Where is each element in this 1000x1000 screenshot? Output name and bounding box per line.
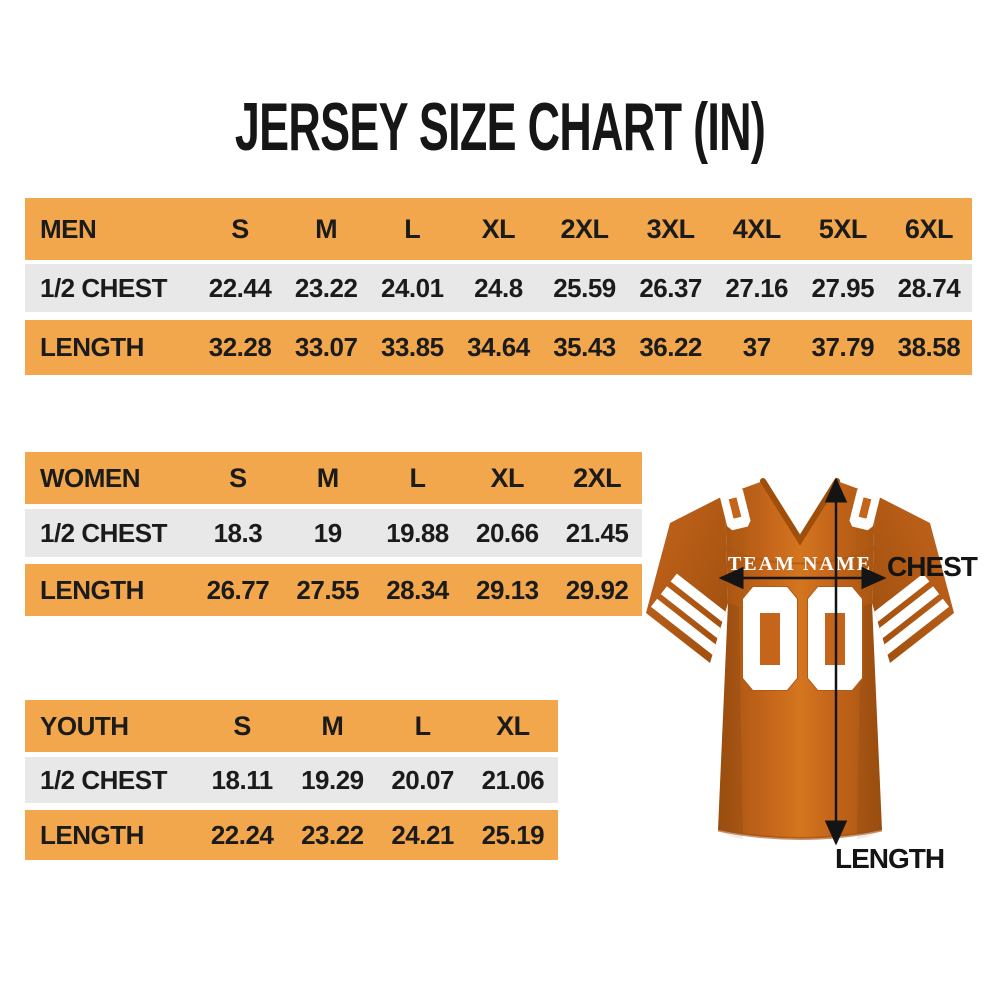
- table-cell: XL: [481, 213, 516, 244]
- table-cell: 38.58: [897, 332, 961, 362]
- table-cell: XL: [490, 462, 525, 493]
- table-cell: 20.07: [391, 764, 454, 795]
- men-size-table: MEN S M L XL 2XL 3XL 4XL 5XL 6XL 1/2 CHEST 22.44 23.…: [25, 198, 972, 375]
- table-cell: 2XL: [560, 213, 609, 244]
- jersey-left-sleeve: [646, 495, 728, 663]
- table-header-row: YOUTH S M L XL: [25, 700, 558, 752]
- table-cell: 20.66: [476, 517, 539, 548]
- table-data-row: LENGTH 32.28 33.07 33.85 34.64 35.43 36.22 37 37…: [25, 320, 972, 375]
- table-cell: 26.37: [639, 272, 702, 303]
- table-cell: 24.8: [474, 272, 523, 303]
- right-shoulder-number: [849, 485, 881, 531]
- table-cell: 24.21: [391, 819, 454, 850]
- table-header-row: WOMEN S M L XL 2XL: [25, 452, 642, 504]
- row-label: 1/2 CHEST: [40, 764, 168, 795]
- table-cell: 18.11: [211, 764, 274, 795]
- chest-label: CHEST: [887, 551, 978, 582]
- table-cell: 4XL: [732, 213, 782, 244]
- left-sleeve-stripes: [650, 573, 728, 657]
- table-cell: 27.95: [811, 272, 875, 303]
- table-cell: S: [231, 213, 249, 244]
- collar-band: [760, 478, 840, 546]
- jersey-right-sleeve: [872, 495, 954, 663]
- table-cell: 3XL: [646, 213, 696, 244]
- table-cell: XL: [496, 710, 530, 741]
- table-cell: M: [316, 462, 339, 493]
- right-sleeve-stripes: [872, 573, 950, 657]
- hem-seam: [717, 828, 883, 840]
- table-cell: 37.79: [811, 332, 875, 362]
- page-title: JERSEY SIZE CHART (IN): [234, 89, 766, 165]
- jersey-illustration: TEAM NAME CHEST LENGTH: [646, 473, 979, 874]
- table-cell: 19.88: [386, 517, 449, 548]
- table-cell: 19.29: [301, 764, 364, 795]
- row-label: YOUTH: [40, 710, 129, 741]
- table-cell: 6XL: [904, 213, 954, 244]
- row-label: LENGTH: [40, 332, 144, 362]
- table-cell: 27.55: [296, 574, 359, 605]
- table-cell: 34.64: [467, 332, 530, 362]
- row-label: WOMEN: [40, 462, 141, 493]
- youth-size-table: YOUTH S M L XL 1/2 CHEST 18.11 19.29 20.07 21.06 L…: [25, 700, 558, 860]
- table-cell: 33.07: [294, 332, 358, 362]
- table-data-row: 1/2 CHEST 18.3 19 19.88 20.66 21.45: [25, 509, 642, 557]
- table-cell: 29.13: [476, 574, 539, 605]
- table-cell: 27.16: [725, 272, 788, 303]
- row-label: 1/2 CHEST: [40, 517, 168, 548]
- table-cell: 21.45: [565, 517, 629, 548]
- table-cell: 22.44: [208, 272, 272, 303]
- table-cell: 25.59: [553, 272, 616, 303]
- table-header-row: MEN S M L XL 2XL 3XL 4XL 5XL 6XL: [25, 198, 972, 260]
- row-label: LENGTH: [40, 574, 144, 605]
- table-cell: 24.01: [380, 272, 444, 303]
- table-cell: 37: [742, 332, 771, 362]
- collar-insert: [768, 473, 832, 533]
- table-cell: 22.24: [210, 819, 274, 850]
- team-name-text: TEAM NAME: [728, 553, 872, 575]
- row-label: MEN: [40, 213, 97, 244]
- length-label: LENGTH: [835, 843, 944, 874]
- table-cell: 35.43: [553, 332, 616, 362]
- table-cell: L: [404, 213, 421, 244]
- table-cell: 36.22: [639, 332, 702, 362]
- table-cell: 28.34: [386, 574, 449, 605]
- table-cell: 5XL: [818, 213, 868, 244]
- table-cell: S: [233, 710, 251, 741]
- table-cell: 18.3: [213, 517, 263, 548]
- table-data-row: 1/2 CHEST 18.11 19.29 20.07 21.06: [25, 757, 558, 803]
- table-cell: S: [229, 462, 247, 493]
- table-cell: 23.22: [301, 819, 364, 850]
- table-data-row: 1/2 CHEST 22.44 23.22 24.01 24.8 25.59 26.37 27…: [25, 264, 972, 312]
- table-data-row: LENGTH 22.24 23.22 24.21 25.19: [25, 810, 558, 860]
- table-cell: 29.92: [565, 574, 629, 605]
- table-cell: 32.28: [208, 332, 272, 362]
- row-label: 1/2 CHEST: [40, 272, 168, 303]
- table-cell: 33.85: [380, 332, 444, 362]
- table-cell: M: [321, 710, 344, 741]
- women-size-table: WOMEN S M L XL 2XL 1/2 CHEST 18.3 19 19.88 20.66 21…: [25, 452, 642, 616]
- table-cell: L: [414, 710, 432, 741]
- table-cell: M: [315, 213, 338, 244]
- table-data-row: LENGTH 26.77 27.55 28.34 29.13 29.92: [25, 564, 642, 616]
- yoke-seam: [727, 549, 873, 565]
- left-shoulder-number: [719, 485, 751, 531]
- table-cell: 26.77: [206, 574, 270, 605]
- table-cell: 19: [313, 517, 342, 548]
- table-cell: 28.74: [897, 272, 961, 303]
- table-cell: 21.06: [481, 764, 545, 795]
- table-cell: 23.22: [294, 272, 358, 303]
- table-cell: L: [409, 462, 426, 493]
- table-cell: 2XL: [573, 462, 622, 493]
- row-label: LENGTH: [40, 819, 144, 850]
- table-cell: 25.19: [481, 819, 545, 850]
